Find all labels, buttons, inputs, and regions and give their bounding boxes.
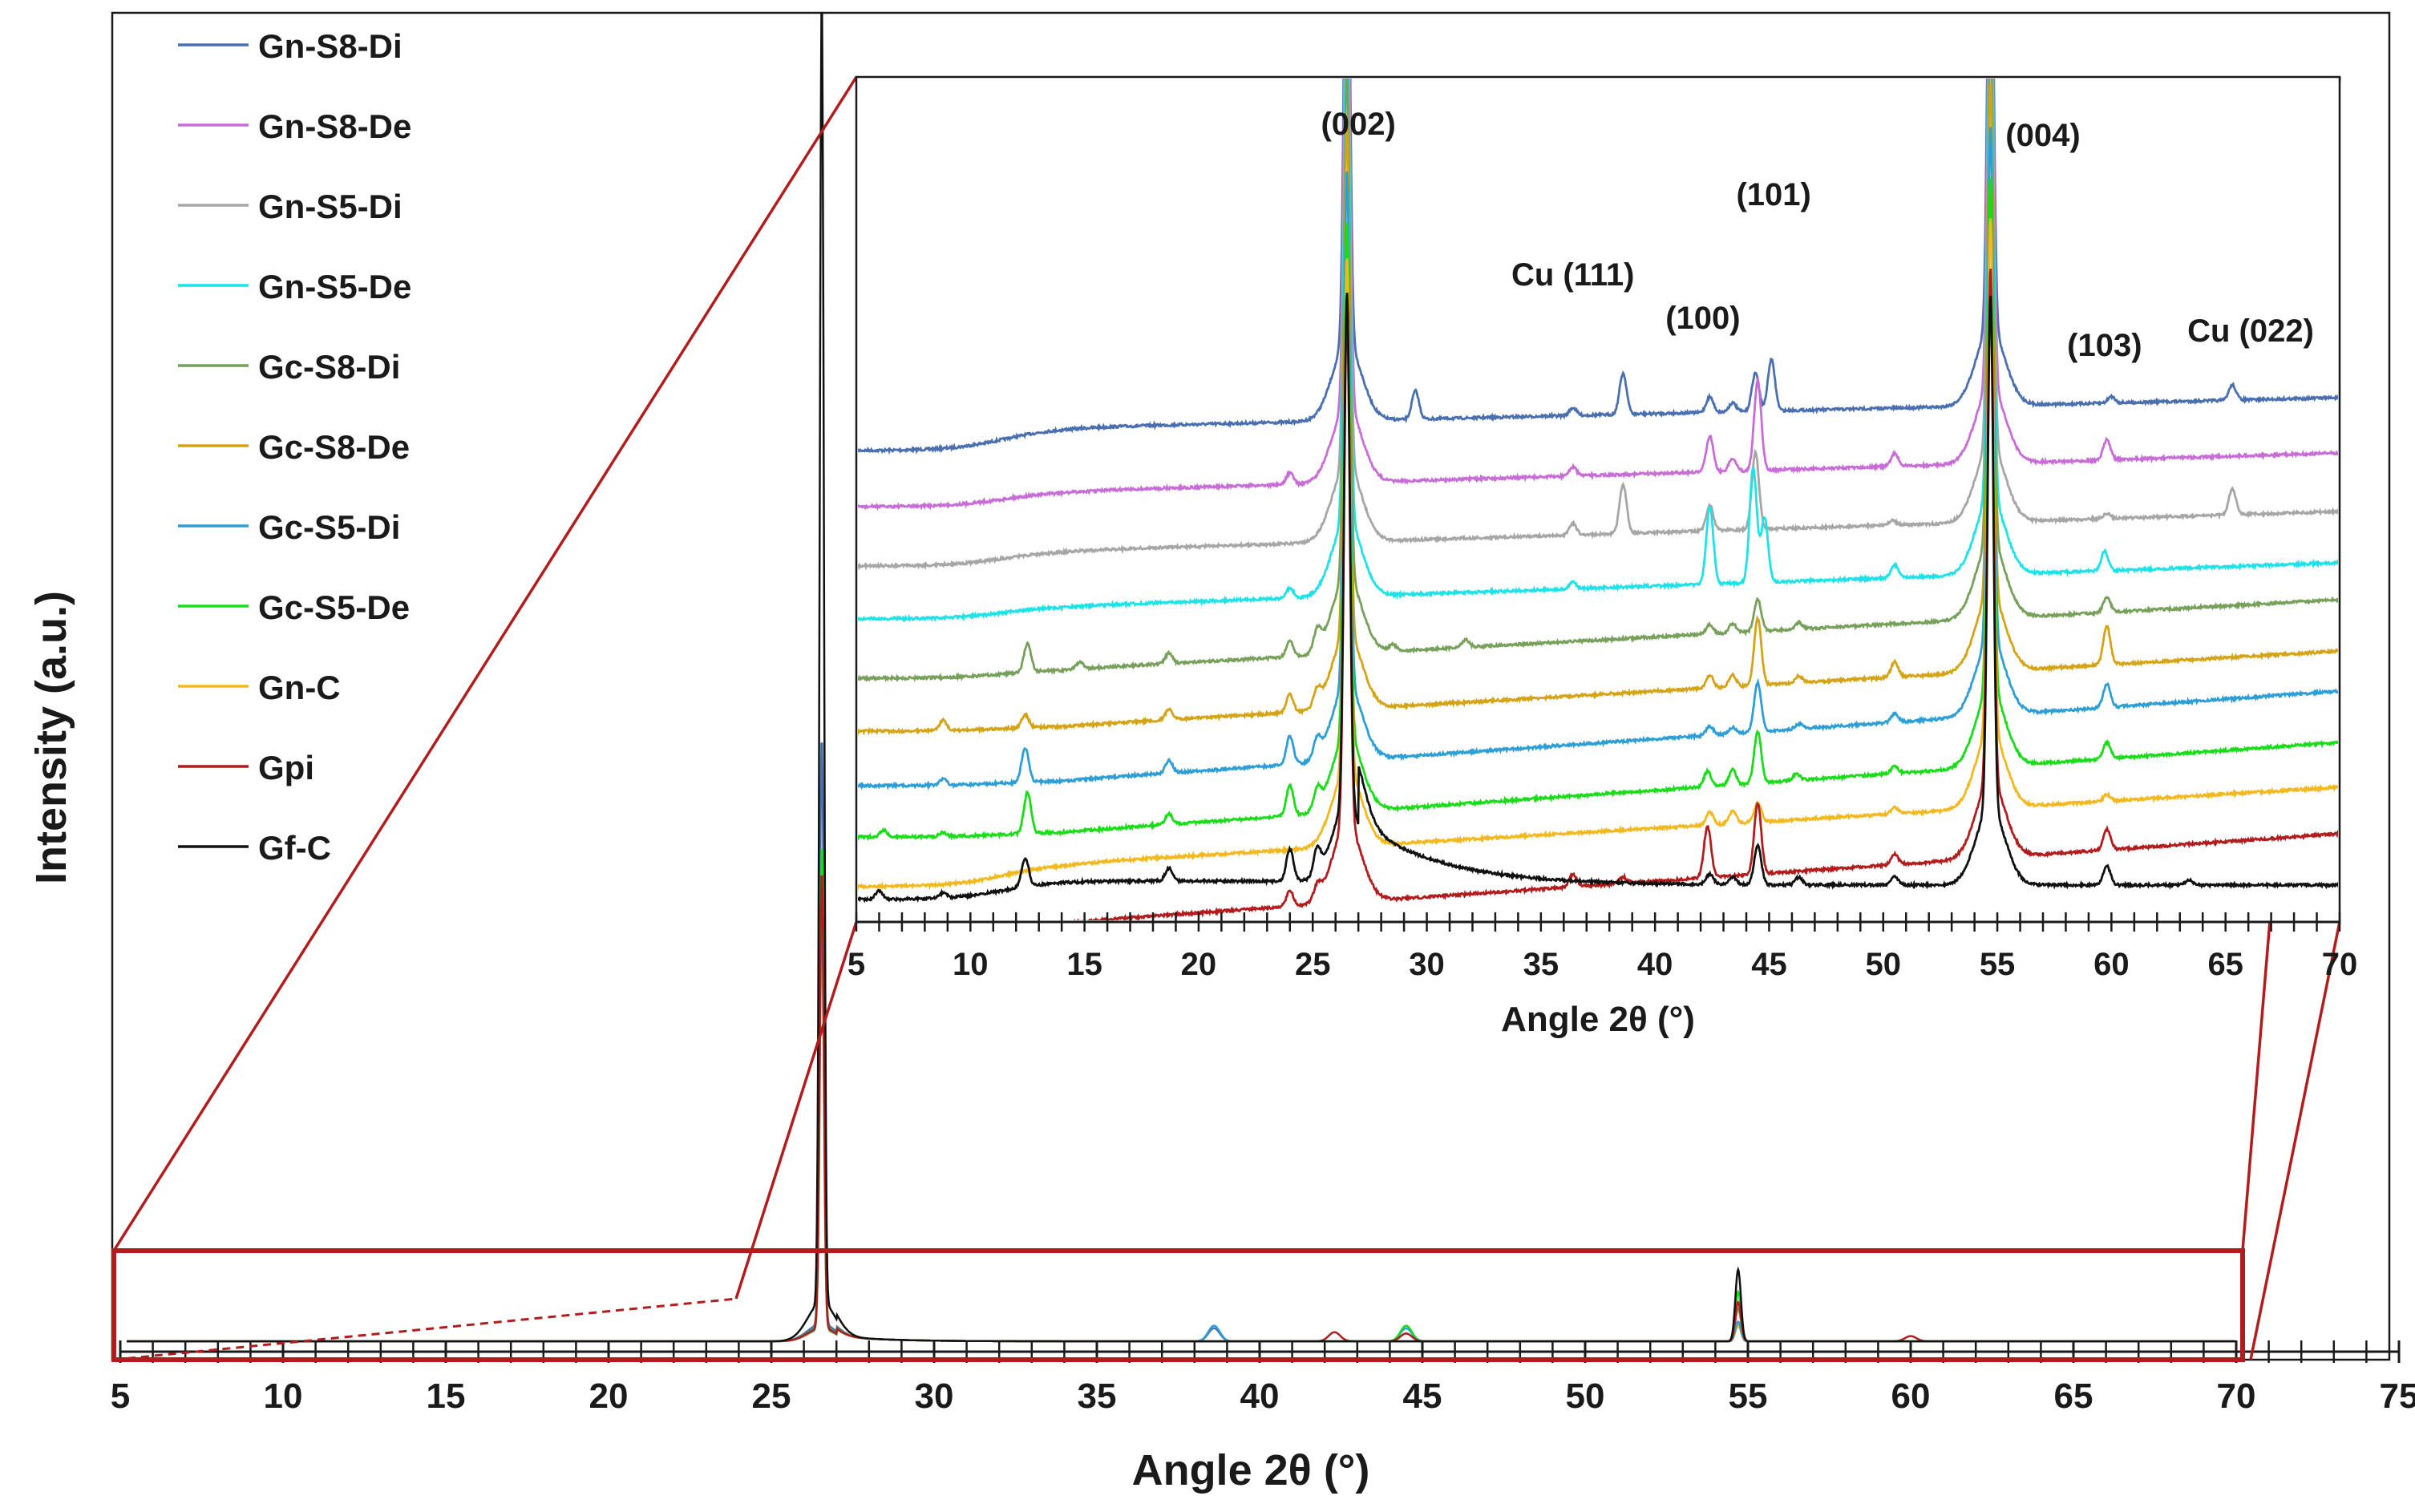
legend-label-gf-c: Gf-C — [258, 829, 331, 867]
inset-series-gn-c — [858, 218, 2338, 891]
main-x-tick-label: 25 — [752, 1377, 791, 1416]
legend-label-gn-s8-di: Gn-S8-Di — [258, 27, 402, 65]
legend-label-gc-s5-de: Gc-S5-De — [258, 588, 410, 626]
inset-series-gn-s5-di — [858, 79, 2338, 571]
inset-x-tick-label: 55 — [1980, 947, 2016, 982]
inset-x-tick-label: 40 — [1637, 947, 1673, 982]
main-x-tick-label: 30 — [915, 1377, 954, 1416]
inset-x-tick-label: 50 — [1866, 947, 1902, 982]
inset-x-tick-label: 20 — [1181, 947, 1217, 982]
inset-series-gn-s8-di — [858, 79, 2338, 455]
inset-annotation: (101) — [1736, 177, 1810, 212]
main-x-tick-label: 20 — [589, 1377, 629, 1416]
main-x-axis-title: Angle 2θ (°) — [1132, 1446, 1370, 1494]
main-x-tick-label: 5 — [111, 1377, 130, 1416]
zoom-box — [111, 1248, 2245, 1362]
inset-series-gn-s5-de — [858, 79, 2338, 623]
inset-frame — [855, 75, 2341, 924]
inset-series-gpi — [1068, 269, 2338, 920]
inset-x-tick-label: 65 — [2207, 947, 2243, 982]
main-y-axis-title: Intensity (a.u.) — [27, 591, 75, 884]
inset-annotation: (100) — [1665, 301, 1740, 336]
main-x-tick-label: 60 — [1891, 1377, 1931, 1416]
zoom-connector-bottom-right — [2249, 921, 2341, 1360]
inset-series-gc-s8-de — [858, 83, 2338, 736]
legend-label-gn-c: Gn-C — [258, 669, 341, 706]
inset-series-gc-s8-di — [858, 79, 2338, 683]
main-x-tick-label: 50 — [1566, 1377, 1605, 1416]
legend-label-gpi: Gpi — [258, 749, 314, 786]
main-x-tick-label: 75 — [2380, 1377, 2415, 1416]
inset-x-tick-label: 10 — [953, 947, 989, 982]
inset-x-tick-label: 5 — [847, 947, 865, 982]
inset-x-tick-label: 25 — [1295, 947, 1331, 982]
inset-plot: 5 10 15 20 25 30 35 40 45 50 55 60 65 70 Angle 2θ (°) (… — [847, 75, 2358, 1039]
inset-series-gc-s5-di — [858, 127, 2338, 791]
zoom-connector-top-left — [112, 76, 858, 1251]
main-x-tick-label: 35 — [1078, 1377, 1117, 1416]
main-x-tick-label: 45 — [1403, 1377, 1442, 1416]
main-x-tick-label: 55 — [1729, 1377, 1768, 1416]
legend: Gn-S8-Di Gn-S8-De Gn-S5-Di Gn-S5-De Gc-S8-Di… — [178, 27, 411, 867]
legend-label-gc-s5-di: Gc-S5-Di — [258, 508, 400, 546]
legend-label-gc-s8-de: Gc-S8-De — [258, 428, 410, 466]
main-x-tick-label: 65 — [2054, 1377, 2093, 1416]
inset-x-tick-label: 30 — [1409, 947, 1445, 982]
legend-label-gn-s8-de: Gn-S8-De — [258, 107, 411, 145]
legend-label-gc-s8-di: Gc-S8-Di — [258, 348, 400, 386]
main-x-tick-label: 10 — [264, 1377, 303, 1416]
inset-series-gf-c — [858, 293, 2338, 904]
inset-annotation: Cu (111) — [1511, 257, 1634, 293]
inset-series-gn-s8-de — [858, 79, 2338, 511]
inset-annotation: (004) — [2005, 118, 2080, 153]
inset-x-axis-title: Angle 2θ (°) — [1501, 1000, 1695, 1039]
main-x-tick-label: 40 — [1240, 1377, 1280, 1416]
zoom-connector-bottom-left — [734, 921, 858, 1300]
legend-label-gn-s5-de: Gn-S5-De — [258, 268, 411, 305]
zoom-connector-dashed — [113, 1297, 737, 1361]
main-x-axis: 5 10 15 20 25 30 35 40 45 50 55 60 65 70 75 — [111, 1340, 2415, 1416]
inset-x-tick-label: 70 — [2322, 947, 2358, 982]
legend-label-gn-s5-di: Gn-S5-Di — [258, 188, 402, 225]
main-x-tick-label: 15 — [427, 1377, 466, 1416]
inset-x-tick-label: 60 — [2093, 947, 2130, 982]
inset-annotation: (002) — [1321, 107, 1395, 142]
inset-annotation: Cu (022) — [2187, 313, 2314, 349]
inset-x-tick-label: 35 — [1523, 947, 1559, 982]
inset-series-group — [858, 79, 2338, 920]
inset-x-tick-label: 45 — [1751, 947, 1787, 982]
main-x-tick-label: 70 — [2217, 1377, 2256, 1416]
inset-annotation: (103) — [2067, 328, 2142, 363]
inset-series-gc-s5-de — [858, 177, 2338, 842]
inset-x-tick-label: 15 — [1066, 947, 1102, 982]
